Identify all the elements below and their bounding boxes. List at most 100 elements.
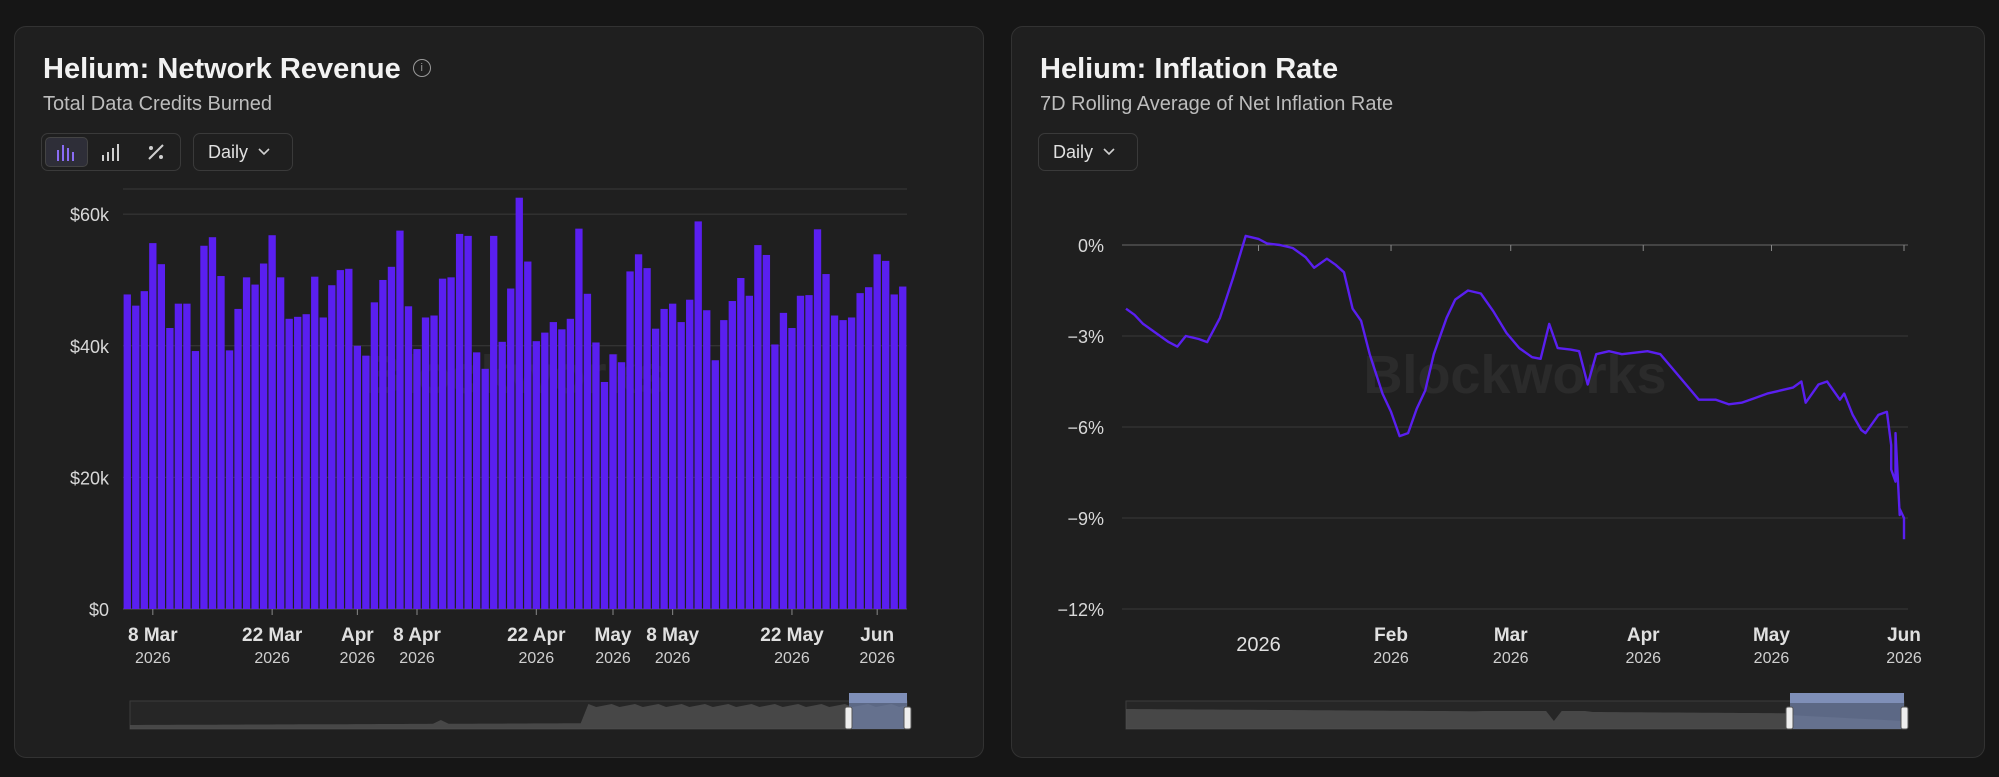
bar[interactable]: [379, 279, 387, 609]
bar[interactable]: [191, 351, 200, 609]
bar[interactable]: [353, 345, 362, 609]
bar[interactable]: [515, 197, 523, 610]
bar[interactable]: [626, 271, 634, 609]
bar[interactable]: [822, 274, 830, 609]
bar[interactable]: [532, 341, 540, 609]
bar[interactable]: [276, 277, 285, 609]
bar[interactable]: [864, 287, 873, 609]
bar[interactable]: [387, 266, 396, 609]
bar[interactable]: [634, 254, 643, 609]
bar[interactable]: [890, 294, 898, 609]
navigator-selection-top[interactable]: [1790, 693, 1904, 703]
navigator-selection-top[interactable]: [849, 693, 907, 703]
bar[interactable]: [830, 315, 839, 609]
bar[interactable]: [847, 317, 856, 609]
navigator-handle-left[interactable]: [844, 706, 853, 730]
bar[interactable]: [600, 381, 609, 609]
bar[interactable]: [813, 229, 822, 610]
bar[interactable]: [311, 276, 319, 609]
bar[interactable]: [336, 270, 344, 609]
bar[interactable]: [438, 278, 447, 609]
bar[interactable]: [754, 245, 762, 609]
bar[interactable]: [899, 286, 907, 609]
bar[interactable]: [609, 354, 617, 609]
info-icon[interactable]: i: [412, 59, 431, 78]
bar[interactable]: [404, 306, 413, 609]
bar[interactable]: [472, 352, 481, 609]
navigator-handle-right[interactable]: [1900, 706, 1909, 730]
range-navigator[interactable]: [1125, 693, 1909, 730]
bar[interactable]: [694, 221, 702, 609]
percent-chart-button[interactable]: [134, 137, 177, 167]
bar[interactable]: [583, 293, 592, 609]
bar[interactable]: [668, 303, 677, 609]
bar[interactable]: [413, 349, 421, 609]
bar[interactable]: [217, 276, 225, 609]
bar[interactable]: [720, 320, 728, 609]
bar[interactable]: [839, 320, 847, 609]
bar[interactable]: [362, 355, 370, 609]
bar[interactable]: [873, 254, 881, 609]
bar[interactable]: [805, 295, 813, 609]
bar[interactable]: [566, 318, 575, 609]
range-navigator[interactable]: [129, 693, 912, 730]
bar-chart-button[interactable]: [45, 137, 88, 167]
bar[interactable]: [771, 344, 779, 609]
bar[interactable]: [447, 277, 455, 609]
bar[interactable]: [507, 288, 515, 609]
bar[interactable]: [302, 314, 310, 609]
bar[interactable]: [745, 295, 754, 609]
bar[interactable]: [711, 360, 719, 609]
bar[interactable]: [157, 264, 166, 609]
bar[interactable]: [882, 260, 890, 609]
bar[interactable]: [481, 368, 489, 609]
bar[interactable]: [660, 308, 668, 609]
bar[interactable]: [370, 302, 379, 609]
bar[interactable]: [200, 245, 208, 609]
bar[interactable]: [703, 310, 711, 609]
bar[interactable]: [464, 235, 472, 609]
bar[interactable]: [123, 294, 131, 609]
bar[interactable]: [345, 268, 353, 609]
bar[interactable]: [788, 328, 796, 609]
bar[interactable]: [575, 228, 583, 609]
bar[interactable]: [208, 237, 217, 609]
bar[interactable]: [294, 316, 302, 609]
bar[interactable]: [174, 303, 183, 609]
bar[interactable]: [166, 328, 174, 609]
bar[interactable]: [242, 277, 251, 609]
bar[interactable]: [132, 305, 140, 609]
bar[interactable]: [677, 322, 685, 609]
bar[interactable]: [328, 285, 336, 609]
bar[interactable]: [396, 230, 404, 609]
bar[interactable]: [183, 303, 191, 609]
bar[interactable]: [524, 261, 532, 609]
bar[interactable]: [319, 317, 327, 609]
bar[interactable]: [259, 263, 268, 609]
bar[interactable]: [541, 332, 549, 609]
navigator-handle-right[interactable]: [903, 706, 912, 730]
bar[interactable]: [225, 350, 234, 609]
bar[interactable]: [617, 362, 626, 609]
bar[interactable]: [149, 243, 157, 609]
bar[interactable]: [728, 301, 736, 609]
bar[interactable]: [651, 328, 660, 609]
navigator-handle-left[interactable]: [1785, 706, 1794, 730]
bar[interactable]: [251, 284, 259, 609]
bar[interactable]: [421, 317, 430, 609]
bar[interactable]: [285, 318, 293, 609]
cumulative-chart-button[interactable]: [90, 137, 133, 167]
bar[interactable]: [779, 312, 788, 609]
interval-dropdown[interactable]: Daily: [1038, 133, 1138, 171]
bar[interactable]: [592, 342, 600, 609]
bar[interactable]: [455, 233, 464, 609]
bar[interactable]: [686, 299, 694, 609]
bar[interactable]: [549, 322, 558, 609]
bar[interactable]: [856, 293, 864, 609]
bar[interactable]: [490, 235, 498, 609]
bar[interactable]: [558, 329, 566, 609]
bar[interactable]: [796, 295, 805, 609]
bar[interactable]: [268, 235, 276, 609]
bar[interactable]: [430, 315, 438, 609]
bar[interactable]: [643, 268, 651, 609]
